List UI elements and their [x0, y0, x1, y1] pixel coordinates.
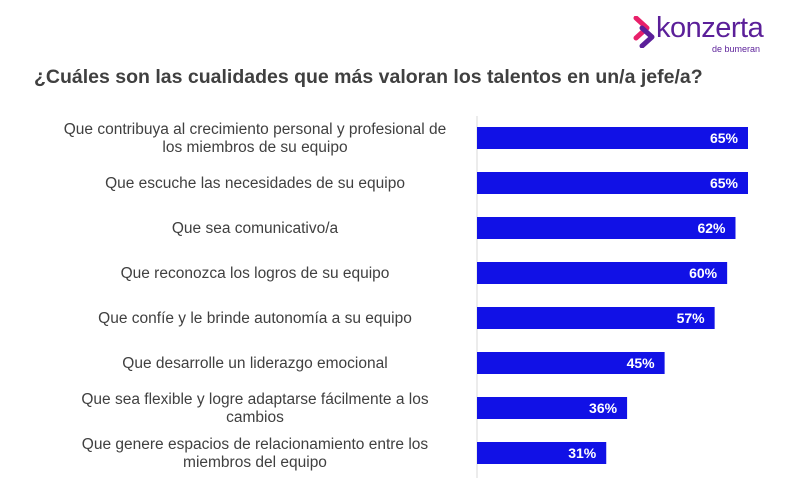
category-label-3: Que sea comunicativo/a — [172, 220, 339, 237]
logo-subtitle: de bumeran — [712, 44, 761, 54]
data-label-2: 65% — [710, 175, 739, 191]
bar-3 — [477, 217, 736, 239]
logo-wordmark: konzerta — [656, 12, 764, 44]
bar-5 — [477, 307, 715, 329]
chart-title: ¿Cuáles son las cualidades que más valor… — [34, 66, 703, 88]
konzerta-logo-mark-icon — [633, 16, 655, 48]
data-label-5: 57% — [677, 310, 706, 326]
konzerta-logo: konzerta de bumeran — [632, 12, 772, 58]
bar-1 — [477, 127, 748, 149]
data-label-1: 65% — [710, 130, 739, 146]
bar-8 — [477, 442, 607, 464]
category-label-7: Que sea flexible y logre adaptarse fácil… — [81, 391, 428, 426]
data-label-4: 60% — [689, 265, 718, 281]
category-label-2: Que escuche las necesidades de su equipo — [105, 175, 405, 192]
category-label-1: Que contribuya al crecimiento personal y… — [64, 121, 447, 156]
bar-6 — [477, 352, 665, 374]
data-label-6: 45% — [627, 355, 656, 371]
category-label-5: Que confíe y le brinde autonomía a su eq… — [98, 310, 412, 327]
bar-4 — [477, 262, 728, 284]
category-label-4: Que reconozca los logros de su equipo — [121, 265, 390, 282]
category-label-6: Que desarrolle un liderazgo emocional — [122, 355, 387, 372]
data-label-7: 36% — [589, 400, 618, 416]
category-label-8: Que genere espacios de relacionamiento e… — [82, 436, 429, 471]
bar-7 — [477, 397, 628, 419]
data-label-3: 62% — [697, 220, 726, 236]
data-label-8: 31% — [568, 445, 597, 461]
bar-2 — [477, 172, 748, 194]
